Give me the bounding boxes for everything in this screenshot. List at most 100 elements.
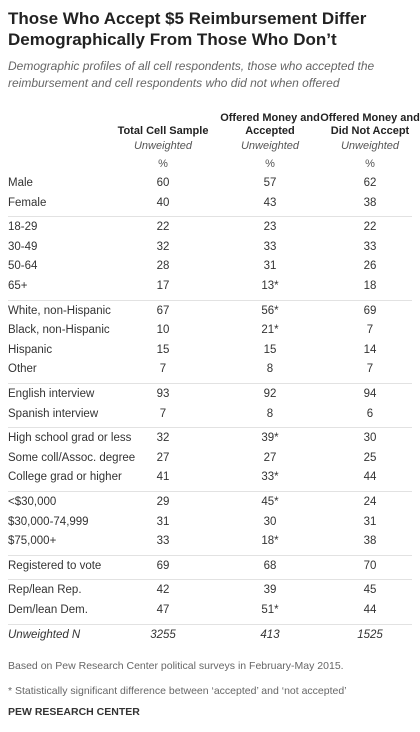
cell-value: 32 — [156, 432, 170, 445]
cell-value: 31 — [363, 515, 377, 528]
cell-value: 13* — [261, 280, 279, 292]
column-header: Offered Money and Did Not Accept — [320, 112, 420, 137]
column-unit: % — [265, 158, 275, 170]
cell-value: 8 — [266, 407, 274, 420]
cell-value: 68 — [263, 559, 277, 572]
row-label: 65+ — [8, 280, 28, 292]
cell-value: 39* — [261, 432, 279, 445]
cell-value: 56* — [261, 304, 279, 317]
column-note: Unweighted — [133, 140, 193, 152]
row-label: Other — [8, 363, 37, 376]
row-label: <$30,000 — [8, 496, 57, 508]
cell-value: 23 — [263, 221, 277, 234]
footnote: * Statistically significant difference b… — [8, 685, 347, 697]
cell-value: 28 — [156, 260, 170, 273]
row-label: Rep/lean Rep. — [8, 584, 82, 597]
cell-value: 30 — [363, 432, 377, 445]
cell-value: 44 — [363, 604, 377, 616]
cell-value: 25 — [363, 451, 377, 464]
cell-value: 1525 — [357, 628, 383, 641]
cell-value: 41 — [156, 471, 170, 484]
row-label: $75,000+ — [8, 535, 57, 548]
column-header: Total Cell Sample — [117, 125, 209, 137]
row-label: Dem/lean Dem. — [8, 604, 88, 616]
row-label: English interview — [8, 388, 95, 400]
row-label: White, non-Hispanic — [8, 304, 111, 317]
row-label: Male — [8, 177, 33, 189]
row-label: 18-29 — [8, 221, 38, 234]
cell-value: 31 — [156, 515, 170, 528]
cell-value: 24 — [363, 496, 377, 508]
column-header: Offered Money and Accepted — [220, 112, 320, 137]
cell-value: 33 — [156, 535, 170, 548]
cell-value: 33 — [263, 240, 277, 253]
row-label: Female — [8, 196, 47, 209]
cell-value: 40 — [156, 196, 170, 209]
cell-value: 26 — [363, 260, 377, 273]
cell-value: 10 — [156, 324, 170, 337]
cell-value: 33 — [363, 240, 377, 253]
cell-value: 21* — [261, 324, 279, 337]
cell-value: 27 — [156, 451, 170, 464]
column-note: Unweighted — [340, 140, 400, 152]
cell-value: 69 — [363, 304, 377, 317]
subtitle: Demographic profiles of all cell respond… — [8, 59, 375, 90]
cell-value: 29 — [156, 496, 170, 508]
cell-value: 45* — [261, 496, 279, 508]
cell-value: 39 — [263, 584, 277, 597]
cell-value: 7 — [159, 407, 167, 420]
cell-value: 6 — [366, 407, 374, 420]
cell-value: 44 — [363, 471, 377, 484]
cell-value: 22 — [363, 221, 377, 234]
cell-value: 7 — [159, 363, 167, 376]
cell-value: 413 — [260, 628, 280, 641]
group-separator — [8, 216, 412, 218]
row-label: Hispanic — [8, 343, 53, 356]
cell-value: 93 — [156, 388, 170, 400]
row-label: Black, non-Hispanic — [8, 324, 110, 337]
row-label: Some coll/Assoc. degree — [8, 451, 136, 464]
group-separator — [8, 427, 412, 429]
cell-value: 38 — [363, 535, 377, 548]
title: Those Who Accept $5 Reimbursement Differ… — [8, 9, 367, 49]
cell-value: 32 — [156, 240, 170, 253]
cell-value: 31 — [263, 260, 277, 273]
cell-value: 15 — [156, 343, 170, 356]
footnote: Based on Pew Research Center political s… — [8, 660, 344, 672]
cell-value: 7 — [366, 324, 374, 337]
group-separator — [8, 299, 412, 301]
cell-value: 69 — [156, 559, 170, 572]
cell-value: 22 — [156, 221, 170, 234]
cell-value: 18 — [363, 280, 377, 292]
cell-value: 47 — [156, 604, 170, 616]
cell-value: 14 — [363, 343, 377, 356]
cell-value: 51* — [261, 604, 279, 616]
cell-value: 27 — [263, 451, 277, 464]
cell-value: 30 — [263, 515, 277, 528]
group-separator — [8, 383, 412, 384]
row-label: $30,000-74,999 — [8, 515, 89, 528]
group-separator — [8, 579, 412, 581]
cell-value: 7 — [366, 363, 374, 376]
cell-value: 15 — [263, 343, 277, 356]
cell-value: 67 — [156, 304, 170, 317]
cell-value: 42 — [156, 584, 170, 597]
row-label: College grad or higher — [8, 471, 122, 484]
group-separator — [8, 623, 412, 625]
row-label: High school grad or less — [8, 432, 132, 445]
cell-value: 3255 — [150, 628, 176, 641]
cell-value: 17 — [156, 280, 170, 292]
row-label: Spanish interview — [8, 407, 99, 420]
group-separator — [8, 554, 412, 556]
cell-value: 62 — [363, 177, 377, 189]
cell-value: 57 — [263, 177, 277, 189]
column-unit: % — [365, 158, 375, 170]
cell-value: 8 — [266, 363, 274, 376]
cell-value: 94 — [363, 388, 377, 400]
cell-value: 92 — [263, 388, 277, 400]
cell-value: 18* — [261, 535, 279, 548]
row-label: Unweighted N — [8, 628, 81, 641]
cell-value: 70 — [363, 559, 377, 572]
row-label: 30-49 — [8, 240, 38, 253]
